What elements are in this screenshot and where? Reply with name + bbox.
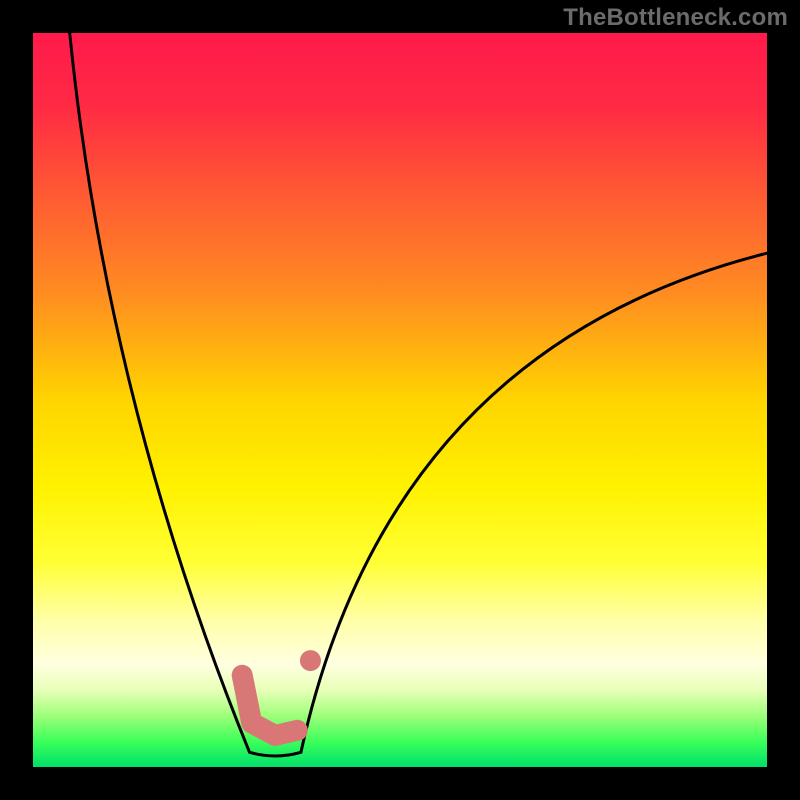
chart-root: TheBottleneck.com bbox=[0, 0, 800, 800]
watermark-text: TheBottleneck.com bbox=[563, 4, 788, 32]
plot-gradient-background bbox=[33, 33, 767, 767]
bottleneck-chart bbox=[0, 0, 800, 800]
